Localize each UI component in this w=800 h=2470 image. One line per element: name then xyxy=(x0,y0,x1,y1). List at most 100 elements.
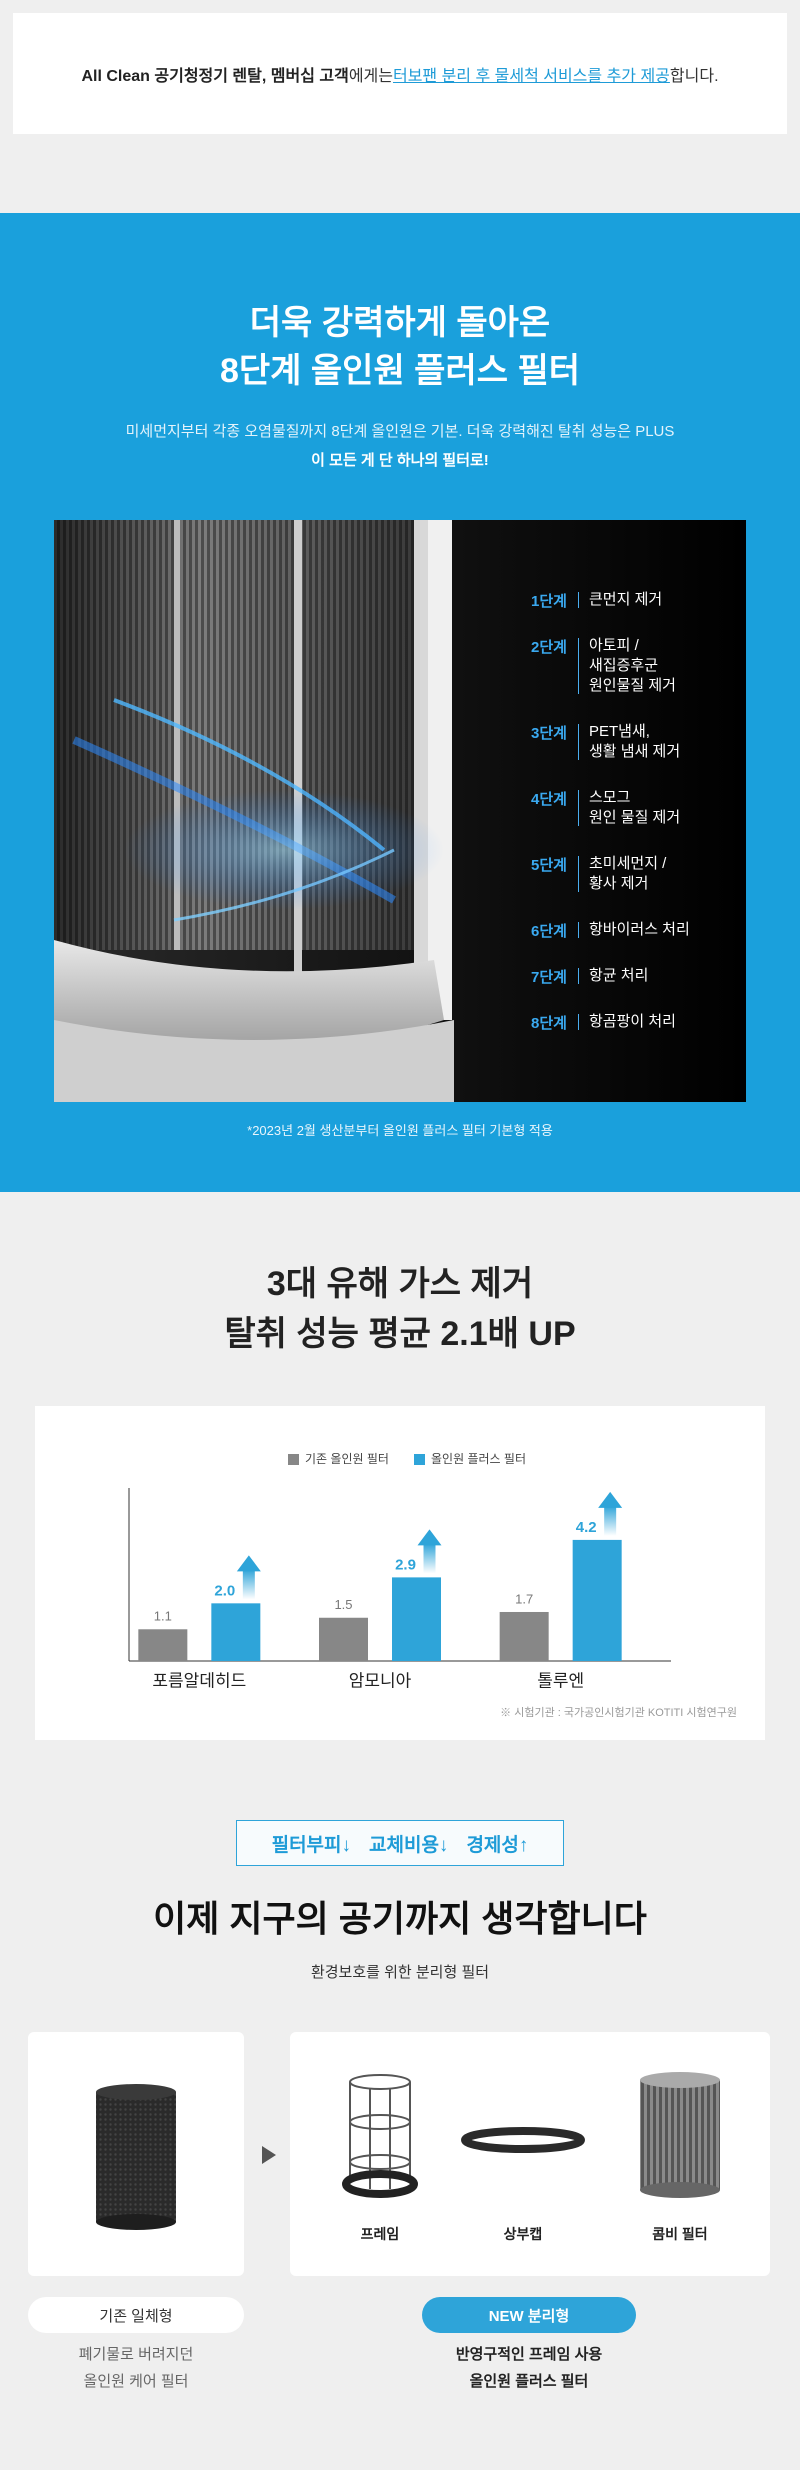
step-number: 7단계 xyxy=(531,969,567,986)
caption-line: 반영구적인 프레임 사용 xyxy=(455,2346,603,2363)
notice-text: 합니다. xyxy=(669,67,719,85)
up-arrow-shaft xyxy=(242,1569,255,1600)
step-text-line: 큰먼지 제거 xyxy=(589,591,663,608)
hero-subtitle-line: 이 모든 게 단 하나의 필터로! xyxy=(311,452,489,469)
step-number: 5단계 xyxy=(531,857,567,874)
step-divider xyxy=(578,592,579,608)
hero-subtitle-line: 미세먼지부터 각종 오염물질까지 8단계 올인원은 기본. 더욱 강력해진 탈취… xyxy=(125,423,675,440)
legend-label: 기존 올인원 필터 xyxy=(305,1452,389,1466)
step-number: 1단계 xyxy=(531,593,567,610)
part-label: 프레임 xyxy=(360,2226,400,2242)
value-label: 4.2 xyxy=(576,1519,597,1536)
x-tick-label: 톨루엔 xyxy=(537,1671,584,1690)
chart-title: 3대 유해 가스 제거 탈취 성능 평균 2.1배 UP xyxy=(0,1259,800,1359)
step-text: 큰먼지 제거 xyxy=(589,590,662,610)
step-text-line: 새집증후군 xyxy=(589,657,659,674)
step-text-line: 항균 처리 xyxy=(589,967,649,984)
bar xyxy=(319,1617,368,1661)
up-arrow-shaft xyxy=(604,1505,617,1536)
arrow-icon xyxy=(262,2146,276,2164)
old-caption: 폐기물로 버려지던 올인원 케어 필터 xyxy=(28,2341,244,2395)
step-text: 항바이러스 처리 xyxy=(589,920,690,940)
new-caption: 반영구적인 프레임 사용 올인원 플러스 필터 xyxy=(379,2341,679,2395)
step-divider xyxy=(578,724,579,760)
legend-label: 올인원 플러스 필터 xyxy=(431,1452,526,1466)
step-divider xyxy=(578,922,579,938)
up-arrow-head xyxy=(417,1529,442,1546)
eco-subtitle: 환경보호를 위한 분리형 필터 xyxy=(310,1964,490,1981)
filter-illustration xyxy=(54,520,746,1102)
caption-line: 올인원 케어 필터 xyxy=(83,2373,189,2390)
value-label: 1.7 xyxy=(515,1591,533,1606)
filter-photo: 1단계 큰먼지 제거 2단계 아토피 / 새집증후군 원인물질 제거 3단계 PET냄새, 생활… xyxy=(54,520,746,1102)
value-label: 1.5 xyxy=(334,1597,352,1612)
notice-text: 에게는 xyxy=(348,67,393,85)
step-number: 3단계 xyxy=(531,725,567,742)
badge-item: 경제성↑ xyxy=(466,1834,529,1856)
step-divider xyxy=(578,856,579,892)
bar xyxy=(138,1629,188,1661)
part-label: 상부캡 xyxy=(503,2226,543,2242)
bar xyxy=(211,1603,261,1661)
legend-swatch xyxy=(414,1454,425,1465)
chart-source: ※ 시험기관 : 국가공인시험기관 KOTITI 시험연구원 xyxy=(500,1706,737,1719)
old-type-pill: 기존 일체형 xyxy=(28,2297,244,2333)
eco-title: 이제 지구의 공기까지 생각합니다 xyxy=(153,1898,647,1939)
step-divider xyxy=(578,790,579,826)
value-label: 2.9 xyxy=(395,1556,416,1573)
up-arrow-shaft xyxy=(423,1543,436,1574)
badge-item: 필터부피↓ xyxy=(271,1834,352,1856)
notice-box: All Clean 공기청정기 렌탈, 멤버십 고객 에게는 터보팬 분리 후 물… xyxy=(13,13,787,134)
step-divider xyxy=(578,638,579,694)
hero-footnote: *2023년 2월 생산분부터 올인원 플러스 필터 기본형 적용 xyxy=(247,1123,553,1138)
up-arrow-head xyxy=(236,1555,261,1572)
hero-subtitle: 미세먼지부터 각종 오염물질까지 8단계 올인원은 기본. 더욱 강력해진 탈취… xyxy=(0,417,800,475)
up-arrow-head xyxy=(598,1491,623,1508)
old-filter-image xyxy=(96,2084,176,2230)
chart-title-line: 3대 유해 가스 제거 xyxy=(266,1265,534,1303)
step-text-line: PET냄새, xyxy=(589,723,650,740)
bar xyxy=(572,1539,622,1661)
old-filter-card xyxy=(28,2032,244,2276)
new-filter-card: 프레임 상부캡 콤비 필터 xyxy=(290,2032,770,2276)
badge-item: 교체비용↓ xyxy=(369,1834,449,1856)
hero-title-line: 더욱 강력하게 돌아온 xyxy=(249,304,551,342)
step-text: 초미세먼지 / 황사 제거 xyxy=(589,854,666,894)
step-text-line: 스모그 xyxy=(589,789,631,806)
x-tick-label: 암모니아 xyxy=(349,1671,412,1690)
step-text-line: 아토피 / xyxy=(589,637,639,654)
step-text-line: 황사 제거 xyxy=(589,875,649,892)
step-number: 6단계 xyxy=(531,923,567,940)
step-divider xyxy=(578,1014,579,1030)
notice-text: All Clean 공기청정기 렌탈, 멤버십 고객 xyxy=(81,67,349,85)
step-text: 항균 처리 xyxy=(589,966,648,986)
step-text: PET냄새, 생활 냄새 제거 xyxy=(589,722,680,762)
step-number: 8단계 xyxy=(531,1015,567,1032)
bar xyxy=(499,1611,549,1661)
caption-line: 폐기물로 버려지던 xyxy=(78,2346,194,2363)
step-text-line: 초미세먼지 / xyxy=(589,855,667,872)
step-text-line: 항바이러스 처리 xyxy=(589,921,690,938)
part-label: 콤비 필터 xyxy=(652,2226,708,2242)
new-type-pill: NEW 분리형 xyxy=(422,2297,636,2333)
chart-card: 기존 올인원 필터 올인원 플러스 필터 포름알데히드 1.1 2.0 암모니아 1.5 2.… xyxy=(35,1406,765,1740)
step-text-line: 원인 물질 제거 xyxy=(589,809,681,826)
x-tick-label: 포름알데히드 xyxy=(152,1671,246,1690)
caption-line: 올인원 플러스 필터 xyxy=(469,2373,589,2390)
hero-title: 더욱 강력하게 돌아온 8단계 올인원 플러스 필터 xyxy=(0,299,800,395)
step-text: 항곰팡이 처리 xyxy=(589,1012,676,1032)
step-text-line: 항곰팡이 처리 xyxy=(589,1013,676,1030)
value-label: 2.0 xyxy=(214,1582,235,1599)
legend-swatch xyxy=(288,1454,299,1465)
step-number: 4단계 xyxy=(531,791,567,808)
hero-title-line: 8단계 올인원 플러스 필터 xyxy=(219,352,581,390)
step-text-line: 원인물질 제거 xyxy=(589,677,676,694)
chart-title-line: 탈취 성능 평균 2.1배 UP xyxy=(224,1315,576,1353)
step-divider xyxy=(578,968,579,984)
new-filter-image xyxy=(342,2072,720,2198)
benefit-badge: 필터부피↓ 교체비용↓ 경제성↑ xyxy=(236,1820,564,1866)
